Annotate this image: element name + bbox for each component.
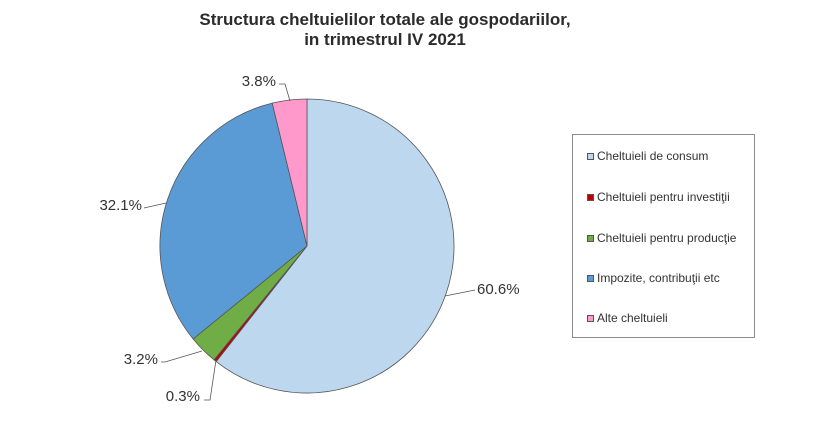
leader-line-alte [279,83,291,102]
data-label-consum: 60.6% [477,281,520,298]
legend-label-alte: Alte cheltuieli [597,311,668,325]
leader-line-impozite [143,202,167,209]
data-label-investitii: 0.3% [166,388,200,405]
legend-swatch-investitii [587,193,594,201]
legend-item-impozite: Impozite, contribuţii etc [587,271,720,285]
leader-line-consum [444,289,476,297]
legend-label-impozite: Impozite, contribuţii etc [597,271,720,285]
leader-line-investitii [204,359,217,401]
legend-label-investitii: Cheltuieli pentru investiţii [597,190,730,204]
chart-title-line1: Structura cheltuielilor totale ale gospo… [199,10,571,29]
legend-item-investitii: Cheltuieli pentru investiţii [587,190,730,204]
data-label-productie: 3.2% [124,351,158,368]
leader-line-productie [161,350,203,363]
chart-title-line2: in trimestrul IV 2021 [304,30,466,49]
legend-item-productie: Cheltuieli pentru producţie [587,231,736,245]
legend-swatch-alte [587,314,594,322]
legend-label-consum: Cheltuieli de consum [597,149,709,163]
legend-label-productie: Cheltuieli pentru producţie [597,231,737,245]
legend-item-consum: Cheltuieli de consum [587,149,708,163]
legend-swatch-consum [587,152,594,160]
chart-title: Structura cheltuielilor totale ale gospo… [0,10,770,50]
data-label-impozite: 32.1% [99,197,142,214]
pie-slice-consum [215,98,455,394]
legend-swatch-productie [587,234,594,242]
pie-slice-impozite [159,102,308,340]
legend-swatch-impozite [587,274,594,282]
data-label-alte: 3.8% [242,73,276,90]
legend-item-alte: Alte cheltuieli [587,311,668,325]
chart-legend: Cheltuieli de consum Cheltuieli pentru i… [572,134,755,338]
